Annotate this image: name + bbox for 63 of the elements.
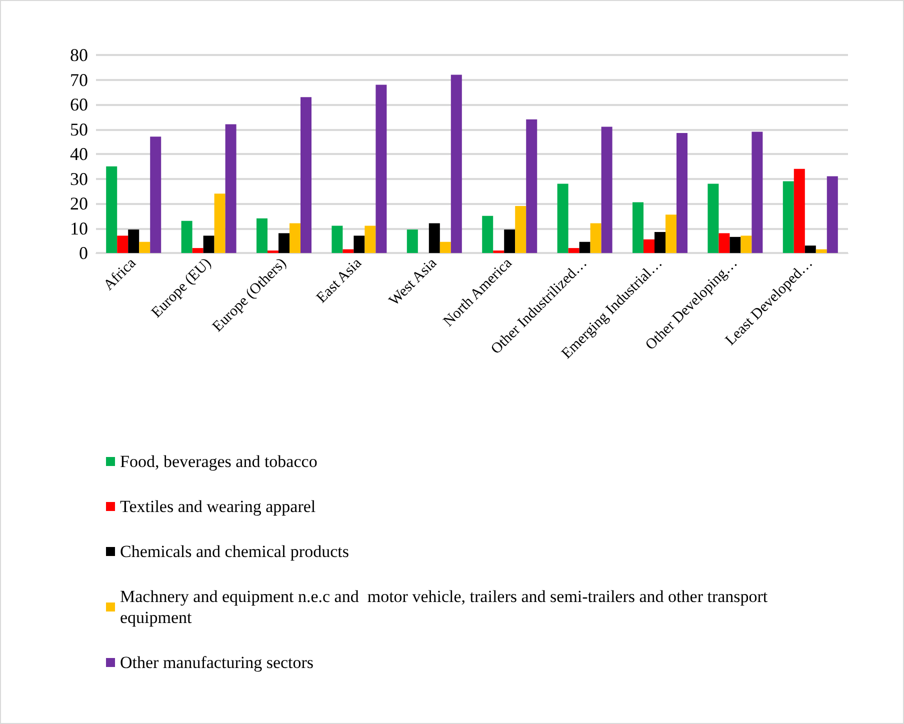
bar (782, 181, 794, 253)
bar (354, 236, 365, 253)
y-tick-label: 60 (70, 94, 88, 114)
bar (332, 226, 343, 253)
y-tick-label: 0 (79, 243, 88, 263)
bar (106, 166, 118, 253)
bar (654, 232, 666, 253)
bar (804, 246, 816, 253)
bar (676, 132, 688, 253)
legend-label: Textiles and wearing apparel (120, 497, 316, 516)
bar (203, 236, 214, 253)
y-tick-label: 40 (70, 144, 88, 164)
bar (718, 233, 730, 253)
bar (117, 236, 128, 253)
bar (666, 214, 676, 253)
bar (826, 176, 838, 253)
bar (139, 242, 150, 253)
legend-label: Machnery and equipment n.e.c and motor vehicle, trailers and semi-trailers and other transport equipment (120, 587, 772, 627)
legend-label: Chemicals and chemical products (120, 542, 349, 561)
bar (816, 249, 827, 253)
bar (181, 220, 192, 253)
bar (601, 126, 612, 253)
bar (192, 248, 204, 253)
legend-label: Other manufacturing sectors (120, 653, 314, 672)
bar (364, 226, 376, 253)
y-tick-label: 70 (70, 70, 88, 90)
bar (794, 168, 805, 253)
bar (450, 74, 462, 253)
y-tick-label: 80 (70, 45, 88, 65)
bar (256, 218, 268, 253)
bar (150, 136, 162, 253)
legend-label: Food, beverages and tobacco (120, 452, 318, 471)
bar (300, 97, 312, 253)
bar (342, 249, 354, 253)
bar (376, 84, 387, 253)
x-tick-label: East Asia (314, 255, 366, 306)
bar (225, 124, 236, 253)
bar (290, 223, 300, 253)
bar (730, 236, 741, 253)
bar (579, 242, 590, 253)
bar (708, 184, 719, 253)
y-tick-label: 20 (70, 194, 88, 214)
bar (428, 223, 440, 253)
bar (568, 248, 580, 253)
y-tick-label: 50 (70, 119, 88, 140)
y-tick-label: 30 (70, 168, 88, 189)
bar (440, 242, 451, 253)
bar (128, 229, 140, 253)
bar (278, 233, 290, 253)
bar (214, 194, 226, 253)
bar (526, 119, 538, 253)
bar (632, 202, 644, 253)
y-tick-label: 10 (70, 218, 88, 238)
bar (557, 184, 568, 253)
bar (515, 206, 526, 253)
bar (504, 229, 516, 253)
bar (644, 239, 654, 253)
bar (740, 236, 752, 253)
x-tick-label: West Asia (386, 255, 440, 310)
bar (752, 132, 763, 253)
bar (482, 216, 494, 253)
bar (406, 229, 418, 253)
bar (590, 223, 602, 253)
